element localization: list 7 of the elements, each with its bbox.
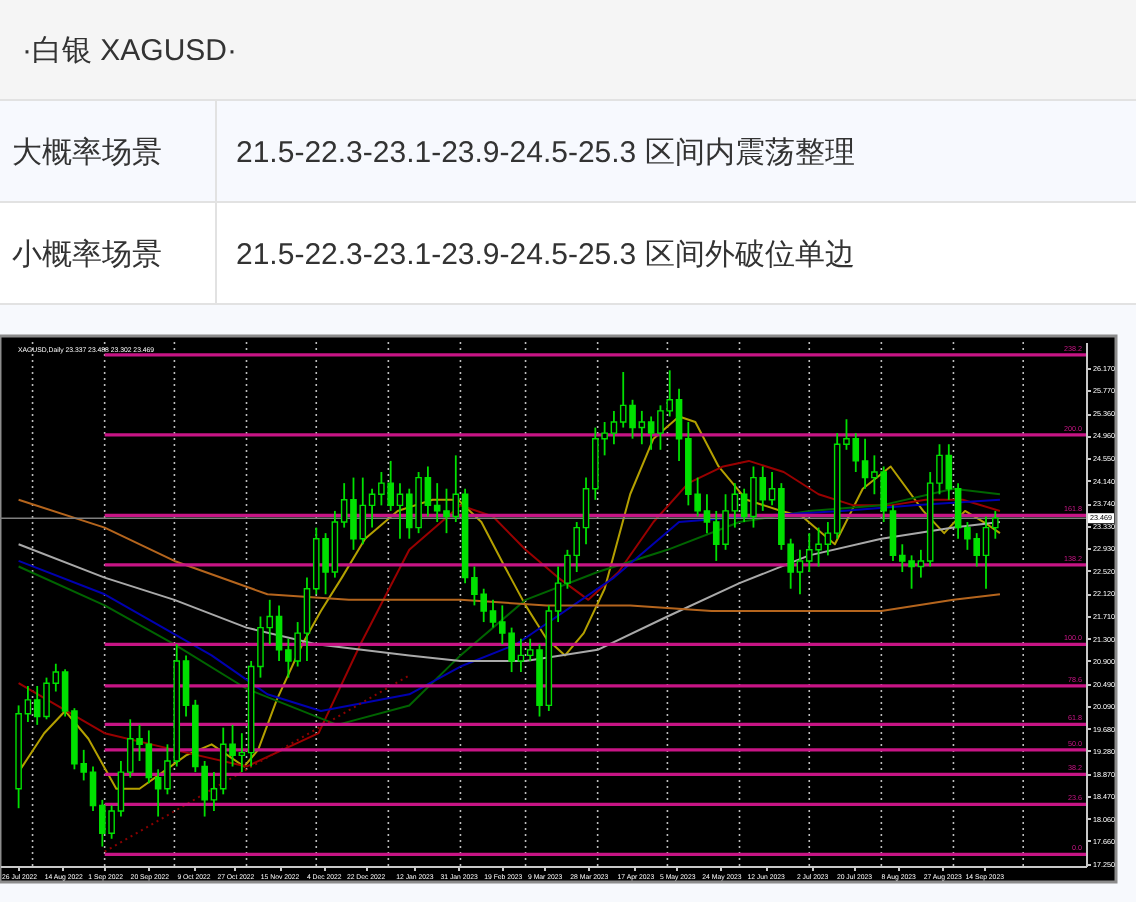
chart-title: ·白银 XAGUSD· [22,34,238,68]
line-series [17,459,1001,768]
line-series [17,498,1001,612]
text: 21.5-22.3-23.1-23.9-24.5-25.3 区间内震荡整理 [236,136,855,170]
text: 小概率场景 [12,238,162,272]
text: 大概率场景 [12,136,162,170]
text: 21.5-22.3-23.1-23.9-24.5-25.3 区间外破位单边 [236,238,855,272]
